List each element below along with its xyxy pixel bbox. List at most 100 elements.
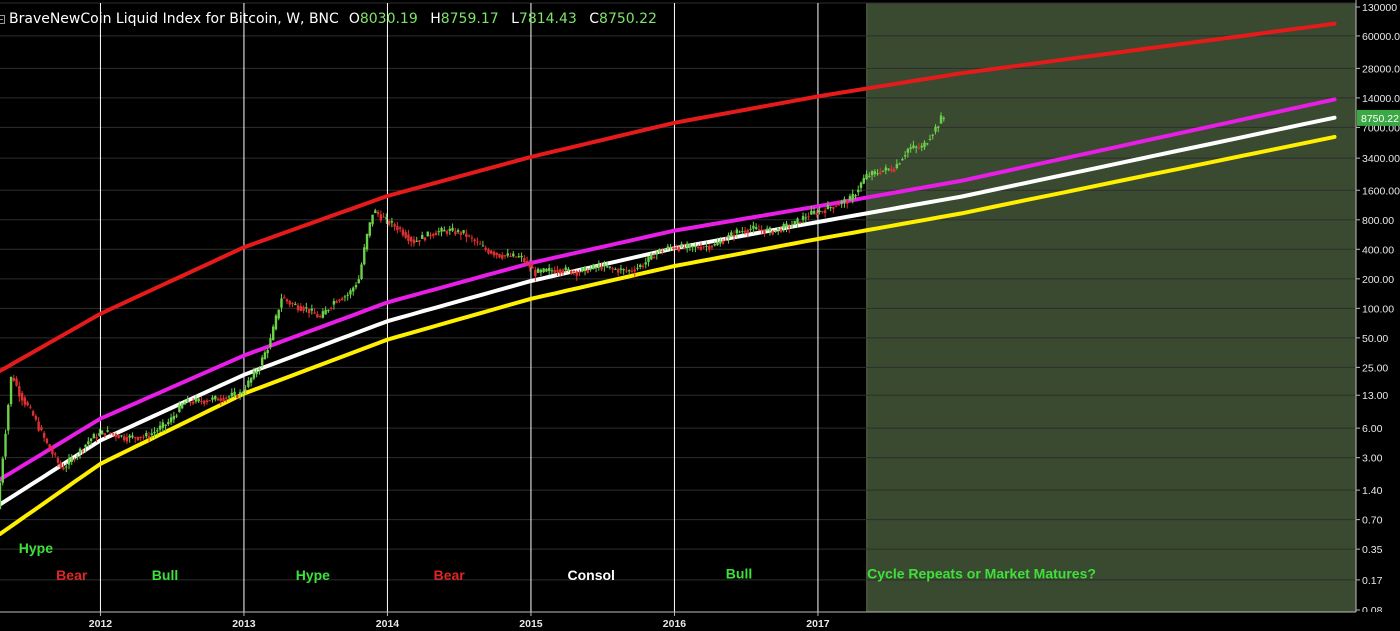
candle-body bbox=[249, 377, 253, 383]
candle-body bbox=[815, 212, 819, 215]
candle-body bbox=[122, 436, 126, 441]
candle-body bbox=[812, 211, 816, 214]
last-price-tag bbox=[1357, 109, 1400, 126]
close-key: C bbox=[589, 11, 600, 27]
candle-body bbox=[404, 232, 407, 238]
candle-body bbox=[390, 221, 394, 223]
candle-body bbox=[396, 225, 399, 231]
candle-body bbox=[191, 401, 195, 404]
candle-body bbox=[768, 227, 772, 231]
candle-body bbox=[29, 406, 32, 408]
candle-body bbox=[164, 424, 167, 426]
y-tick-label: 6.00 bbox=[1362, 423, 1383, 435]
candle-body bbox=[56, 458, 60, 463]
candle-body bbox=[727, 235, 730, 239]
candle-body bbox=[454, 231, 457, 235]
candle-body bbox=[782, 224, 785, 229]
candle-body bbox=[702, 246, 705, 248]
candle-body bbox=[484, 247, 487, 250]
candle-body bbox=[114, 434, 118, 437]
candle-body bbox=[462, 230, 465, 233]
candle-body bbox=[572, 271, 576, 273]
candle-body bbox=[294, 304, 297, 306]
candle-body bbox=[161, 422, 165, 428]
phase-annotation: Bear bbox=[434, 567, 466, 583]
candle-body bbox=[368, 222, 371, 236]
candle-body bbox=[316, 314, 319, 318]
candle-body bbox=[103, 433, 107, 436]
candle-body bbox=[575, 271, 578, 276]
candle-body bbox=[233, 391, 236, 396]
phase-annotation: Bull bbox=[726, 566, 752, 582]
candle-body bbox=[592, 264, 595, 269]
candle-body bbox=[627, 270, 631, 272]
candle-body bbox=[597, 264, 601, 268]
candle-body bbox=[266, 349, 269, 354]
candle-body bbox=[437, 231, 440, 233]
chart-legend[interactable]: BraveNewCoin Liquid Index for Bitcoin, W… bbox=[0, 9, 665, 29]
open-key: O bbox=[348, 11, 360, 27]
candle-body bbox=[48, 444, 51, 450]
candle-body bbox=[495, 252, 498, 256]
candle-body bbox=[34, 415, 38, 420]
candle-body bbox=[158, 425, 162, 430]
candle-body bbox=[51, 449, 54, 455]
candle-body bbox=[561, 269, 565, 274]
candle-body bbox=[81, 450, 84, 452]
candle-body bbox=[31, 411, 35, 416]
candle-body bbox=[291, 303, 294, 305]
phase-annotation: Bear bbox=[56, 567, 88, 583]
y-tick-label: 25.00 bbox=[1362, 362, 1388, 374]
candle-body bbox=[520, 255, 523, 258]
candle-body bbox=[459, 232, 463, 235]
ohlc-readout: O8030.19 H8759.17 L7814.43 C8750.22 bbox=[349, 11, 665, 27]
candle-body bbox=[837, 204, 841, 206]
collapse-legend-icon[interactable] bbox=[0, 14, 5, 24]
candle-body bbox=[503, 255, 507, 257]
y-tick-label: 28000.00 bbox=[1362, 63, 1400, 75]
candle-body bbox=[238, 392, 242, 395]
candle-body bbox=[9, 376, 13, 405]
candle-body bbox=[498, 253, 501, 258]
candle-body bbox=[799, 221, 802, 224]
high-value: 8759.17 bbox=[440, 11, 499, 27]
candle-body bbox=[509, 255, 512, 257]
candle-body bbox=[407, 234, 410, 242]
candle-body bbox=[823, 210, 827, 214]
candle-body bbox=[931, 134, 934, 136]
candle-body bbox=[59, 462, 62, 468]
candle-body bbox=[299, 306, 302, 311]
candle-body bbox=[793, 220, 796, 225]
candle-body bbox=[699, 246, 703, 250]
candle-body bbox=[655, 252, 658, 255]
candle-body bbox=[581, 268, 584, 272]
candle-body bbox=[890, 169, 893, 172]
candle-body bbox=[398, 227, 402, 229]
candle-body bbox=[421, 234, 424, 239]
candle-body bbox=[387, 220, 391, 225]
candle-body bbox=[553, 270, 556, 273]
candle-body bbox=[650, 253, 653, 260]
candle-body bbox=[846, 201, 849, 204]
candle-body bbox=[754, 227, 758, 229]
y-tick-label: 800.00 bbox=[1362, 215, 1394, 227]
candle-body bbox=[476, 241, 479, 243]
candle-body bbox=[732, 235, 736, 237]
candle-body bbox=[788, 226, 791, 228]
time-axis bbox=[0, 612, 1400, 631]
candle-body bbox=[338, 299, 341, 302]
candle-body bbox=[376, 212, 380, 215]
candle-body bbox=[335, 301, 338, 303]
candle-body bbox=[636, 267, 639, 269]
candle-body bbox=[528, 263, 532, 268]
candle-body bbox=[680, 243, 683, 248]
open-value: 8030.19 bbox=[359, 11, 418, 27]
candle-body bbox=[78, 448, 82, 454]
candle-body bbox=[216, 398, 220, 401]
candle-body bbox=[644, 262, 647, 265]
candle-body bbox=[329, 307, 333, 309]
candle-body bbox=[625, 270, 628, 272]
candle-body bbox=[451, 227, 454, 231]
candle-body bbox=[903, 155, 907, 157]
